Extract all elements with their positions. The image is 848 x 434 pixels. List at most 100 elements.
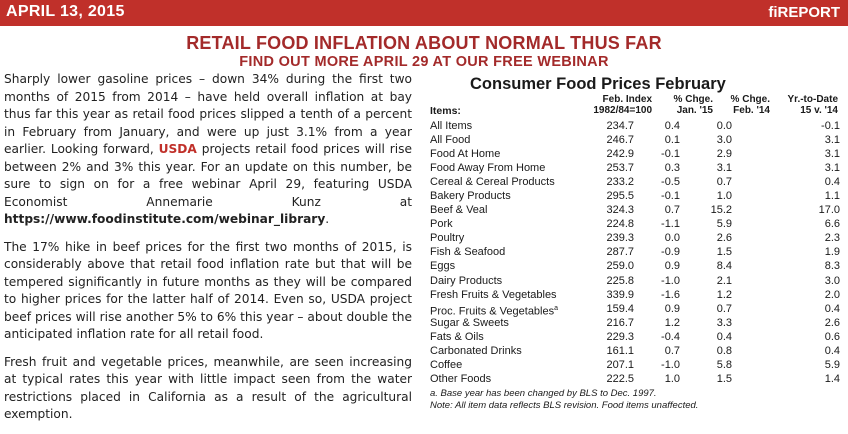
jan-change: -1.1 <box>661 218 680 231</box>
table-row: Coffee 207.1 -1.0 5.8 5.9 <box>430 358 840 372</box>
feb-change: 1.5 <box>716 372 732 385</box>
jan-change: 0.3 <box>664 162 680 175</box>
ytd-change: 1.9 <box>824 246 840 259</box>
item-cell: Food At Home <box>430 147 500 161</box>
index-value: 287.7 <box>606 246 634 259</box>
item-cell: Poultry <box>430 231 464 245</box>
index-value: 229.3 <box>606 330 634 343</box>
item-cell: Carbonated Drinks <box>430 344 522 358</box>
item-name: Fats & Oils <box>430 330 484 343</box>
index-value: 259.0 <box>606 260 634 273</box>
col-head-feb: % Chge. Feb. '14 <box>730 94 770 116</box>
feb-change: 8.4 <box>716 260 732 273</box>
index-value: 225.8 <box>606 274 634 287</box>
index-value: 242.9 <box>606 148 634 161</box>
jan-change: -0.5 <box>661 176 680 189</box>
ytd-change: 0.4 <box>824 176 840 189</box>
feb-change: 0.4 <box>716 330 732 343</box>
jan-change: 0.7 <box>664 344 680 357</box>
ytd-change: 0.4 <box>824 302 840 315</box>
webinar-link[interactable]: https://www.foodinstitute.com/webinar_li… <box>4 212 326 226</box>
feb-change: 0.7 <box>716 302 732 315</box>
ytd-change: 8.3 <box>824 260 840 273</box>
issue-date: APRIL 13, 2015 <box>6 3 125 20</box>
feb-change: 1.5 <box>716 246 732 259</box>
table-row: Proc. Fruits & Vegetablesa 159.4 0.9 0.7 0.4 <box>430 302 840 318</box>
item-name: Bakery Products <box>430 190 511 203</box>
jan-change: -1.0 <box>661 358 680 371</box>
ytd-change: 17.0 <box>818 204 840 217</box>
ytd-change: 3.1 <box>824 134 840 147</box>
table-row: Pork 224.8 -1.1 5.9 6.6 <box>430 217 840 231</box>
index-value: 207.1 <box>606 358 634 371</box>
jan-change: -1.0 <box>661 274 680 287</box>
jan-change: 0.9 <box>664 260 680 273</box>
paragraph-3: Fresh fruit and vegetable prices, meanwh… <box>4 354 412 422</box>
ytd-change: 2.0 <box>824 288 840 301</box>
item-name: Poultry <box>430 232 465 245</box>
jan-change: 0.9 <box>664 302 680 315</box>
col-head-index: Feb. Index 1982/84=100 <box>593 94 652 116</box>
item-name: Coffee <box>430 358 463 371</box>
jan-change: 0.1 <box>664 134 680 147</box>
table-title: Consumer Food Prices February <box>470 75 726 93</box>
item-cell: All Items <box>430 119 472 133</box>
index-value: 239.3 <box>606 232 634 245</box>
item-name: Fresh Fruits & Vegetables <box>430 288 557 301</box>
jan-change: -0.1 <box>661 190 680 203</box>
index-value: 233.2 <box>606 176 634 189</box>
ytd-change: 0.4 <box>824 344 840 357</box>
index-value: 224.8 <box>606 218 634 231</box>
jan-change: -0.4 <box>661 330 680 343</box>
table-row: Fats & Oils 229.3 -0.4 0.4 0.6 <box>430 330 840 344</box>
item-cell: Other Foods <box>430 372 491 386</box>
item-name: Pork <box>430 218 453 231</box>
feb-change: 2.6 <box>716 232 732 245</box>
item-cell: Coffee <box>430 358 462 372</box>
article-subtitle: FIND OUT MORE APRIL 29 AT OUR FREE WEBIN… <box>239 54 609 70</box>
jan-change: 0.4 <box>664 120 680 132</box>
feb-change: 3.1 <box>716 162 732 175</box>
feb-change: 2.9 <box>716 148 732 161</box>
ytd-change: 2.6 <box>824 316 840 329</box>
feb-change: 1.0 <box>716 190 732 203</box>
index-value: 159.4 <box>606 302 634 315</box>
table-row: Cereal & Cereal Products 233.2 -0.5 0.7 0.4 <box>430 175 840 189</box>
item-name: All Items <box>430 120 473 132</box>
item-name: All Food <box>430 134 471 147</box>
index-value: 222.5 <box>606 372 634 385</box>
item-name: Beef & Veal <box>430 204 488 217</box>
index-value: 216.7 <box>606 316 634 329</box>
item-cell: Eggs <box>430 259 455 273</box>
feb-change: 5.8 <box>716 358 732 371</box>
jan-change: 1.0 <box>664 372 680 385</box>
table-row: Other Foods 222.5 1.0 1.5 1.4 <box>430 372 840 386</box>
header-bar: APRIL 13, 2015 fiREPORT <box>0 0 848 26</box>
table-row: Beef & Veal 324.3 0.7 15.2 17.0 <box>430 203 840 217</box>
usda-highlight: USDA <box>158 142 197 156</box>
ytd-change: -0.1 <box>821 120 840 132</box>
jan-change: -0.1 <box>661 148 680 161</box>
ytd-change: 5.9 <box>824 358 840 371</box>
item-cell: Fats & Oils <box>430 330 484 344</box>
feb-change: 5.9 <box>716 218 732 231</box>
item-cell: Bakery Products <box>430 189 511 203</box>
index-value: 246.7 <box>606 134 634 147</box>
feb-change: 2.1 <box>716 274 732 287</box>
ytd-change: 1.4 <box>824 372 840 385</box>
item-cell: Pork <box>430 217 453 231</box>
item-name: Carbonated Drinks <box>430 344 522 357</box>
item-cell: All Food <box>430 133 470 147</box>
col-head-ytd: Yr.-to-Date 15 v. '14 <box>787 94 838 116</box>
item-cell: Dairy Products <box>430 274 502 288</box>
item-name: Eggs <box>430 260 456 273</box>
jan-change: 1.2 <box>664 316 680 329</box>
table-row: Bakery Products 295.5 -0.1 1.0 1.1 <box>430 189 840 203</box>
feb-change: 3.3 <box>716 316 732 329</box>
table-row: All Items 234.7 0.4 0.0 -0.1 <box>430 119 840 133</box>
index-value: 295.5 <box>606 190 634 203</box>
index-value: 253.7 <box>606 162 634 175</box>
item-name: Cereal & Cereal Products <box>430 176 555 189</box>
item-name: Food At Home <box>430 148 501 161</box>
item-name: Food Away From Home <box>430 162 546 175</box>
